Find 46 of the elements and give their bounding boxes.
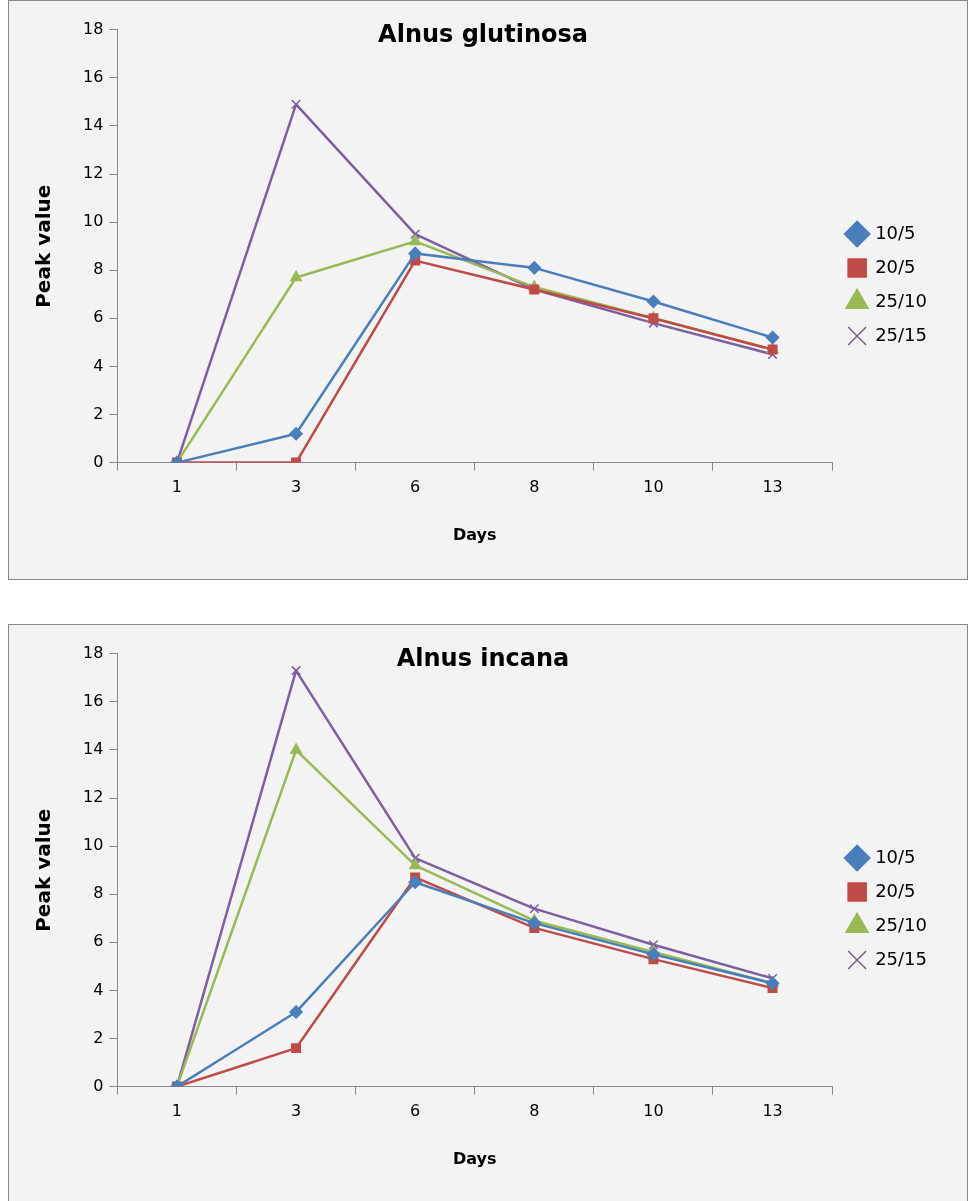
chart-title: Alnus incana <box>396 643 570 672</box>
y-tick-label: 14 <box>83 739 104 759</box>
x-tick-label: 3 <box>290 1101 302 1121</box>
y-tick-label: 12 <box>83 163 104 183</box>
legend-label: 20/5 <box>875 879 916 901</box>
legend-label: 20/5 <box>875 255 916 277</box>
x-tick-label: 6 <box>410 477 421 497</box>
y-tick-label: 4 <box>93 355 104 375</box>
y-tick-label: 0 <box>93 451 104 471</box>
y-tick-label: 10 <box>83 835 104 855</box>
x-tick-label: 10 <box>643 477 664 497</box>
y-tick-label: 16 <box>83 691 104 711</box>
legend-label: 25/10 <box>875 913 927 935</box>
x-tick-label: 3 <box>290 477 302 497</box>
x-tick-label: 1 <box>171 1101 183 1121</box>
y-tick-label: 18 <box>83 642 104 662</box>
x-tick-label: 13 <box>762 1101 783 1121</box>
x-tick-label: 8 <box>529 1101 540 1121</box>
y-tick-label: 0 <box>93 1075 104 1095</box>
y-tick-label: 18 <box>83 18 104 38</box>
x-tick-label: 1 <box>171 477 183 497</box>
legend-label: 10/5 <box>875 845 916 867</box>
y-tick-label: 16 <box>83 67 104 87</box>
legend-label: 25/15 <box>875 323 927 345</box>
y-tick-label: 6 <box>93 931 104 951</box>
y-tick-label: 8 <box>93 259 104 279</box>
y-tick-label: 6 <box>93 307 104 327</box>
x-axis-title: Days <box>452 1148 497 1168</box>
x-tick-label: 10 <box>643 1101 664 1121</box>
x-tick-label: 6 <box>410 1101 421 1121</box>
y-axis-title: Peak value <box>31 184 56 308</box>
y-tick-label: 2 <box>93 1027 104 1047</box>
x-tick-label: 13 <box>762 477 783 497</box>
y-axis-title: Peak value <box>31 808 56 932</box>
legend-label: 25/15 <box>875 947 927 969</box>
x-axis-title: Days <box>452 524 497 544</box>
legend-label: 10/5 <box>875 221 916 243</box>
y-tick-label: 4 <box>93 979 104 999</box>
y-tick-label: 10 <box>83 211 104 231</box>
y-tick-label: 12 <box>83 787 104 807</box>
y-tick-label: 2 <box>93 403 104 423</box>
y-tick-label: 8 <box>93 883 104 903</box>
legend-label: 25/10 <box>875 289 927 311</box>
y-tick-label: 14 <box>83 115 104 135</box>
chart-title: Alnus glutinosa <box>378 19 588 48</box>
x-tick-label: 8 <box>529 477 540 497</box>
